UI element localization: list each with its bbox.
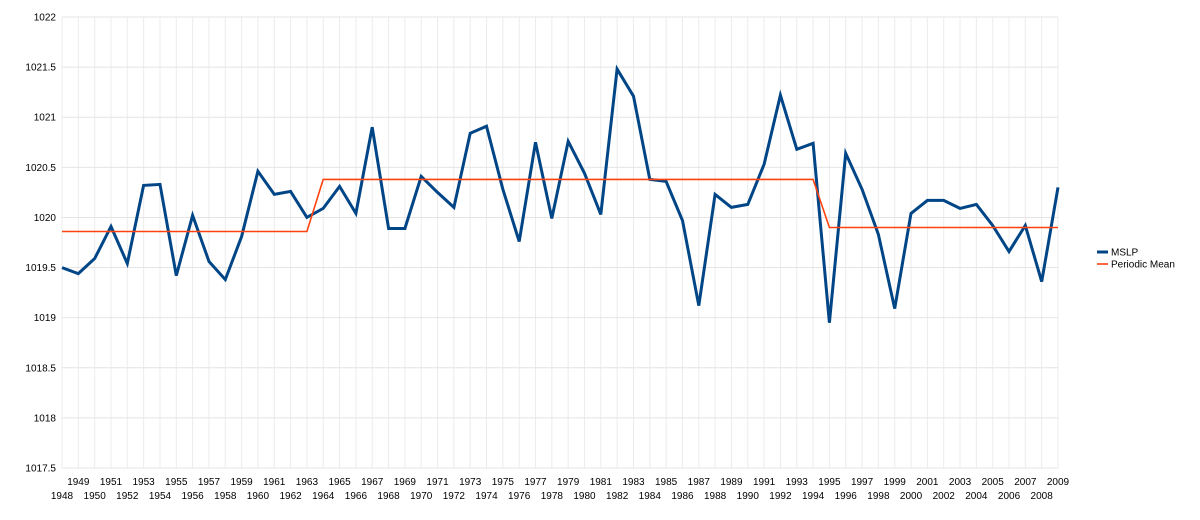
x-tick-label: 1985 xyxy=(655,477,678,488)
x-tick-label: 1970 xyxy=(410,491,433,502)
x-tick-label: 1962 xyxy=(279,491,302,502)
series-line-periodic-mean xyxy=(62,178,1058,233)
y-tick-label: 1019 xyxy=(34,313,57,324)
x-tick-label: 1974 xyxy=(475,491,498,502)
x-tick-label: 2008 xyxy=(1031,491,1054,502)
x-tick-label: 1957 xyxy=(198,477,221,488)
x-tick-label: 1987 xyxy=(688,477,711,488)
x-tick-label: 1975 xyxy=(492,477,515,488)
x-tick-label: 1978 xyxy=(541,491,564,502)
x-tick-label: 2005 xyxy=(982,477,1005,488)
x-tick-label: 2001 xyxy=(916,477,939,488)
x-tick-label: 1976 xyxy=(508,491,531,502)
x-tick-label: 1994 xyxy=(802,491,825,502)
y-tick-label: 1020 xyxy=(34,213,57,224)
x-tick-label: 1993 xyxy=(786,477,809,488)
x-tick-label: 1952 xyxy=(116,491,139,502)
x-tick-label: 1961 xyxy=(263,477,286,488)
x-tick-label: 2009 xyxy=(1047,477,1070,488)
x-tick-label: 1960 xyxy=(247,491,270,502)
x-tick-label: 1989 xyxy=(720,477,743,488)
x-tick-label: 1958 xyxy=(214,491,237,502)
x-tick-label: 1967 xyxy=(361,477,384,488)
series xyxy=(61,64,1060,323)
y-tick-label: 1017.5 xyxy=(25,464,56,475)
x-tick-label: 1992 xyxy=(769,491,792,502)
x-tick-label: 1949 xyxy=(67,477,90,488)
x-tick-label: 2002 xyxy=(933,491,956,502)
x-tick-label: 1969 xyxy=(394,477,417,488)
x-tick-label: 1998 xyxy=(867,491,890,502)
y-tick-label: 1019.5 xyxy=(25,263,56,274)
y-tick-label: 1020.5 xyxy=(25,163,56,174)
y-tick-label: 1021.5 xyxy=(25,63,56,74)
x-tick-label: 2007 xyxy=(1014,477,1037,488)
x-tick-label: 1980 xyxy=(573,491,596,502)
x-tick-label: 1963 xyxy=(296,477,319,488)
x-tick-label: 2000 xyxy=(900,491,923,502)
legend-label: Periodic Mean xyxy=(1111,260,1175,271)
x-tick-label: 1982 xyxy=(606,491,629,502)
x-tick-label: 2003 xyxy=(949,477,972,488)
x-tick-label: 1966 xyxy=(345,491,368,502)
x-tick-label: 1965 xyxy=(328,477,351,488)
axes: 1017.5 1018 1018.5 1019 1019.5 1020 1020.5 1021… xyxy=(25,13,1069,503)
x-tick-label: 1979 xyxy=(557,477,580,488)
series-line-mslp xyxy=(61,64,1060,323)
x-tick-label: 1951 xyxy=(100,477,123,488)
x-tick-label: 1986 xyxy=(671,491,694,502)
grid xyxy=(61,16,1059,469)
x-tick-label: 1995 xyxy=(818,477,841,488)
x-tick-label: 1954 xyxy=(149,491,172,502)
x-tick-label: 1964 xyxy=(312,491,335,502)
y-tick-label: 1018.5 xyxy=(25,363,56,374)
x-tick-label: 1948 xyxy=(51,491,74,502)
legend-label: MSLP xyxy=(1111,248,1139,259)
y-tick-label: 1021 xyxy=(34,113,57,124)
x-tick-label: 1971 xyxy=(426,477,449,488)
x-tick-label: 1999 xyxy=(884,477,907,488)
x-tick-label: 2004 xyxy=(965,491,988,502)
x-tick-label: 1968 xyxy=(377,491,400,502)
x-tick-label: 1981 xyxy=(590,477,613,488)
x-tick-label: 2006 xyxy=(998,491,1021,502)
x-tick-label: 1997 xyxy=(851,477,874,488)
x-tick-label: 1984 xyxy=(639,491,662,502)
x-tick-label: 1991 xyxy=(753,477,776,488)
x-tick-label: 1953 xyxy=(133,477,156,488)
x-tick-label: 1955 xyxy=(165,477,188,488)
x-tick-label: 1973 xyxy=(459,477,482,488)
x-tick-label: 1959 xyxy=(230,477,253,488)
y-tick-label: 1018 xyxy=(34,413,57,424)
x-tick-label: 1956 xyxy=(181,491,204,502)
x-tick-label: 1990 xyxy=(737,491,760,502)
x-tick-label: 1996 xyxy=(835,491,858,502)
x-tick-label: 1983 xyxy=(622,477,645,488)
x-tick-label: 1977 xyxy=(524,477,547,488)
x-tick-label: 1950 xyxy=(84,491,107,502)
y-tick-label: 1022 xyxy=(34,13,57,24)
x-tick-label: 1988 xyxy=(704,491,727,502)
x-tick-label: 1972 xyxy=(443,491,466,502)
